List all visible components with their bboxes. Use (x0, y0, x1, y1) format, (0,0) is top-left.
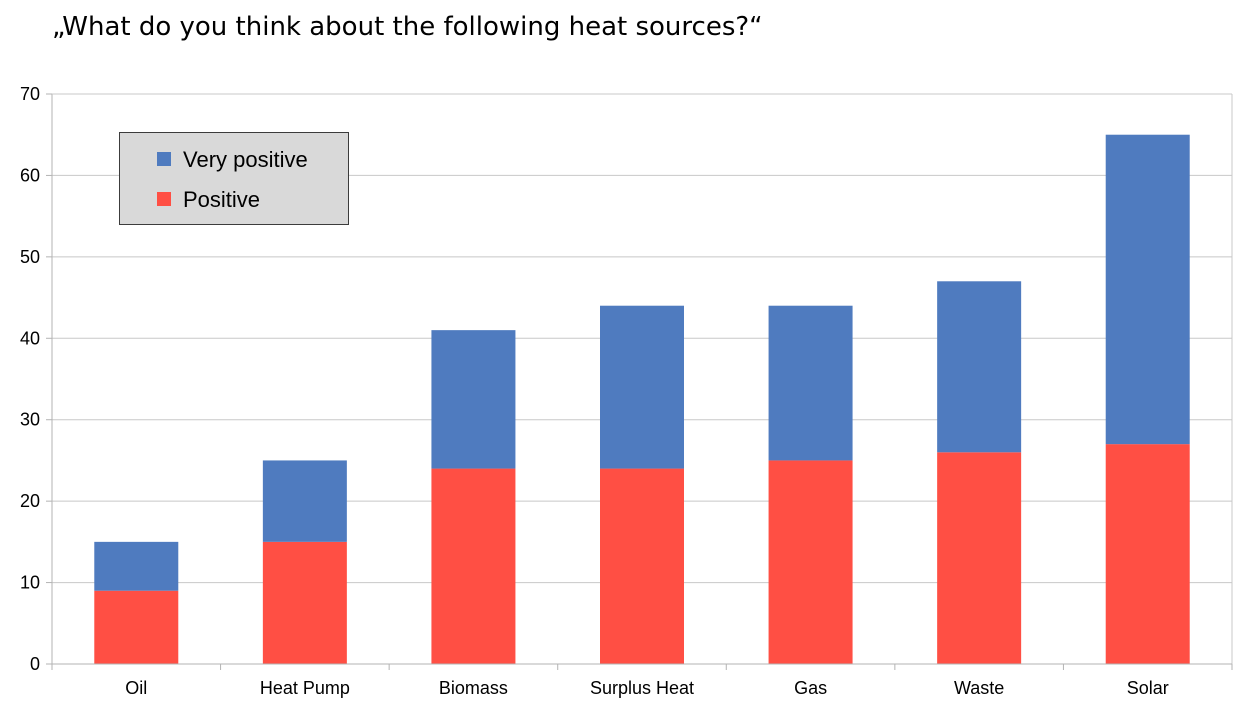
positive-bar (1105, 444, 1190, 664)
axes (46, 93, 1233, 670)
y-tick-label: 70 (20, 84, 40, 104)
legend-swatch (157, 192, 171, 206)
very-positive-bar (937, 281, 1022, 453)
legend: Very positive Positive (119, 132, 349, 225)
y-tick-label: 60 (20, 165, 40, 185)
very-positive-bar (431, 330, 516, 469)
y-tick-label: 40 (20, 328, 40, 348)
very-positive-bar (94, 541, 179, 591)
x-tick-label: Gas (794, 678, 827, 698)
positive-bar (937, 452, 1022, 664)
very-positive-bar (262, 460, 347, 542)
y-tick-label: 30 (20, 410, 40, 430)
y-tick-label: 50 (20, 247, 40, 267)
x-tick-labels: Oil Heat Pump Biomass Surplus Heat Gas Waste S… (125, 678, 1168, 698)
x-tick-label: Solar (1127, 678, 1169, 698)
y-tick-label: 0 (30, 654, 40, 674)
positive-bar (431, 468, 516, 664)
legend-swatch (157, 152, 171, 166)
bars (94, 134, 1190, 664)
x-tick-label: Surplus Heat (590, 678, 694, 698)
positive-bar (262, 541, 347, 664)
positive-bar (600, 468, 684, 664)
very-positive-bar (1105, 134, 1190, 445)
y-tick-label: 10 (20, 573, 40, 593)
positive-bar (94, 590, 179, 664)
y-tick-label: 20 (20, 491, 40, 511)
x-tick-label: Heat Pump (260, 678, 350, 698)
very-positive-bar (768, 305, 853, 461)
very-positive-bar (600, 305, 684, 469)
x-tick-label: Biomass (439, 678, 508, 698)
legend-label: Positive (183, 187, 260, 212)
x-tick-label: Oil (125, 678, 147, 698)
legend-label: Very positive (183, 147, 308, 172)
positive-bar (768, 460, 853, 664)
chart-title: „What do you think about the following h… (52, 12, 763, 42)
x-tick-label: Waste (954, 678, 1004, 698)
y-tick-labels: 0 10 20 30 40 50 60 70 (20, 84, 40, 674)
legend-box (119, 132, 349, 225)
